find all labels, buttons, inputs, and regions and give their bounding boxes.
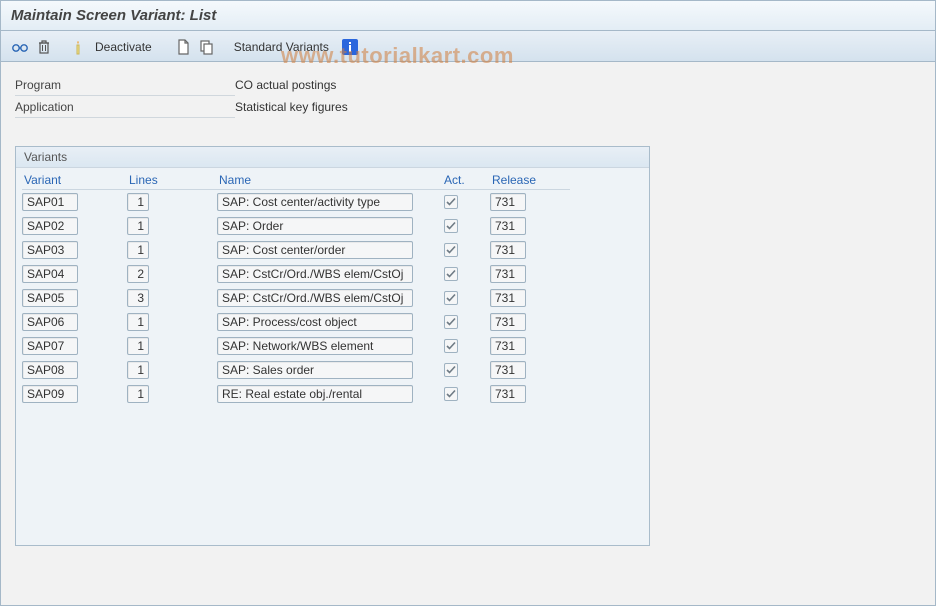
lines-cell[interactable] (127, 361, 149, 379)
name-cell[interactable] (217, 313, 413, 331)
table-row (22, 190, 643, 214)
release-cell[interactable] (490, 313, 526, 331)
release-cell[interactable] (490, 385, 526, 403)
active-checkbox[interactable] (444, 363, 458, 377)
application-value: Statistical key figures (235, 100, 348, 114)
candle-icon[interactable] (69, 38, 87, 56)
info-row-program: Program CO actual postings (15, 74, 921, 96)
active-checkbox[interactable] (444, 243, 458, 257)
panel-title: Variants (16, 147, 649, 168)
grid-header: Variant Lines Name Act. Release (22, 168, 643, 190)
info-area: Program CO actual postings Application S… (1, 62, 935, 122)
release-cell[interactable] (490, 361, 526, 379)
lines-cell[interactable] (127, 337, 149, 355)
name-cell[interactable] (217, 361, 413, 379)
active-checkbox[interactable] (444, 339, 458, 353)
active-checkbox[interactable] (444, 291, 458, 305)
active-checkbox[interactable] (444, 387, 458, 401)
col-header-variant[interactable]: Variant (22, 168, 127, 190)
release-cell[interactable] (490, 337, 526, 355)
variant-cell[interactable] (22, 361, 78, 379)
info-icon[interactable] (341, 38, 359, 56)
lines-cell[interactable] (127, 217, 149, 235)
variant-cell[interactable] (22, 217, 78, 235)
glasses-icon[interactable] (11, 38, 29, 56)
active-checkbox[interactable] (444, 195, 458, 209)
release-cell[interactable] (490, 193, 526, 211)
standard-variants-button[interactable]: Standard Variants (232, 40, 335, 54)
active-checkbox[interactable] (444, 315, 458, 329)
app-window: Maintain Screen Variant: List Deactivate (0, 0, 936, 606)
table-row (22, 214, 643, 238)
program-value: CO actual postings (235, 78, 336, 92)
grid-body (22, 190, 643, 406)
release-cell[interactable] (490, 289, 526, 307)
info-row-application: Application Statistical key figures (15, 96, 921, 118)
table-row (22, 358, 643, 382)
table-row (22, 286, 643, 310)
variants-panel: Variants Variant Lines Name Act. Release (15, 146, 650, 546)
table-row (22, 238, 643, 262)
active-checkbox[interactable] (444, 219, 458, 233)
lines-cell[interactable] (127, 265, 149, 283)
release-cell[interactable] (490, 241, 526, 259)
name-cell[interactable] (217, 217, 413, 235)
name-cell[interactable] (217, 337, 413, 355)
name-cell[interactable] (217, 385, 413, 403)
trash-icon[interactable] (35, 38, 53, 56)
variant-cell[interactable] (22, 265, 78, 283)
lines-cell[interactable] (127, 385, 149, 403)
variant-cell[interactable] (22, 193, 78, 211)
lines-cell[interactable] (127, 289, 149, 307)
page-title: Maintain Screen Variant: List (11, 7, 216, 24)
toolbar: Deactivate Standard Variants (1, 31, 935, 62)
table-row (22, 310, 643, 334)
table-row (22, 334, 643, 358)
lines-cell[interactable] (127, 241, 149, 259)
name-cell[interactable] (217, 289, 413, 307)
variant-cell[interactable] (22, 313, 78, 331)
variant-cell[interactable] (22, 241, 78, 259)
release-cell[interactable] (490, 265, 526, 283)
active-checkbox[interactable] (444, 267, 458, 281)
application-label: Application (15, 96, 235, 118)
name-cell[interactable] (217, 193, 413, 211)
name-cell[interactable] (217, 241, 413, 259)
table-row (22, 262, 643, 286)
new-page-icon[interactable] (174, 38, 192, 56)
release-cell[interactable] (490, 217, 526, 235)
deactivate-button[interactable]: Deactivate (93, 40, 158, 54)
table-row (22, 382, 643, 406)
col-header-release[interactable]: Release (490, 168, 570, 190)
lines-cell[interactable] (127, 193, 149, 211)
variant-cell[interactable] (22, 385, 78, 403)
copy-icon[interactable] (198, 38, 216, 56)
col-header-act[interactable]: Act. (442, 168, 490, 190)
program-label: Program (15, 74, 235, 96)
col-header-name[interactable]: Name (217, 168, 442, 190)
title-bar: Maintain Screen Variant: List (1, 1, 935, 31)
name-cell[interactable] (217, 265, 413, 283)
variants-grid: Variant Lines Name Act. Release (16, 168, 649, 410)
variant-cell[interactable] (22, 289, 78, 307)
variant-cell[interactable] (22, 337, 78, 355)
lines-cell[interactable] (127, 313, 149, 331)
col-header-lines[interactable]: Lines (127, 168, 217, 190)
